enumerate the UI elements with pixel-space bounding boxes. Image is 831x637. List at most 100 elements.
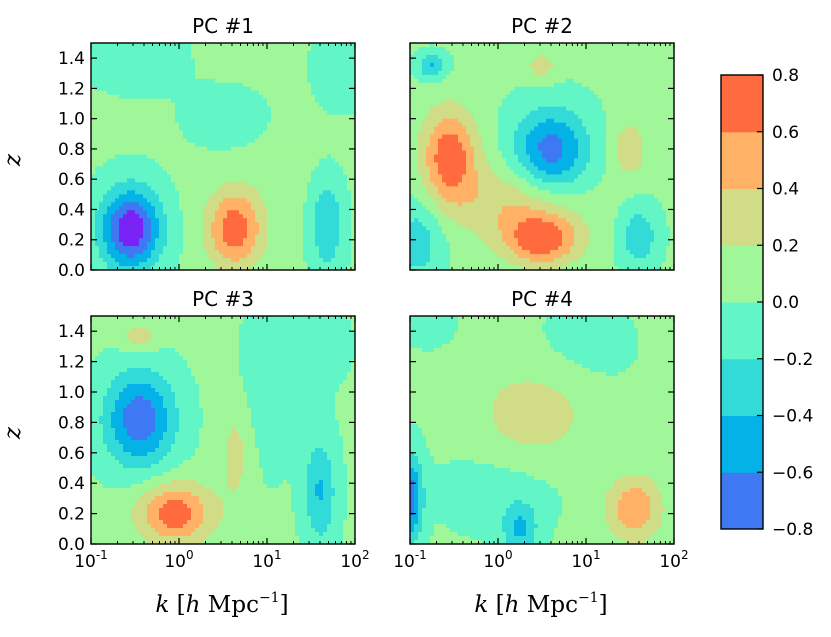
contour-cell — [167, 62, 172, 68]
contour-cell — [299, 43, 304, 48]
contour-cell — [115, 110, 120, 116]
contour-cell — [267, 54, 272, 60]
contour-cell — [303, 146, 308, 152]
contour-cell — [207, 178, 212, 184]
contour-cell — [203, 102, 208, 108]
contour-cell — [187, 114, 192, 120]
contour-cell — [287, 74, 292, 80]
contour-cell — [143, 218, 148, 223]
contour-cell — [203, 234, 208, 239]
contour-cell — [315, 62, 320, 68]
contour-cell — [167, 158, 172, 164]
contour-cell — [263, 122, 268, 128]
contour-cell — [287, 130, 292, 136]
contour-cell — [538, 66, 543, 72]
contour-cell — [506, 54, 511, 60]
contour-cell — [642, 74, 647, 80]
contour-cell — [151, 262, 156, 267]
contour-cell — [151, 90, 156, 96]
contour-cell — [195, 50, 200, 56]
contour-cell — [315, 86, 320, 92]
contour-cell — [315, 102, 320, 108]
contour-cell — [259, 82, 264, 88]
contour-cell — [287, 230, 292, 235]
contour-cell — [562, 86, 567, 92]
contour-cell — [255, 146, 260, 152]
contour-cell — [195, 154, 200, 160]
contour-cell — [526, 90, 531, 96]
contour-cell — [307, 154, 312, 160]
contour-cell — [139, 162, 144, 168]
contour-cell — [259, 134, 264, 140]
contour-cell — [159, 122, 164, 128]
contour-cell — [103, 78, 108, 84]
contour-cell — [211, 194, 216, 200]
contour-cell — [634, 74, 639, 80]
contour-cell — [450, 62, 455, 68]
contour-cell — [327, 102, 332, 108]
contour-cell — [95, 102, 100, 108]
contour-cell — [327, 122, 332, 128]
contour-cell — [598, 82, 603, 88]
contour-cell — [191, 214, 196, 219]
contour-cell — [307, 74, 312, 80]
contour-cell — [151, 98, 156, 104]
contour-cell — [331, 90, 336, 96]
contour-cell — [315, 122, 320, 128]
contour-cell — [251, 250, 256, 255]
contour-cell — [662, 94, 667, 100]
contour-cell — [139, 114, 144, 120]
contour-cell — [107, 106, 112, 112]
contour-cell — [347, 194, 352, 200]
contour-cell — [347, 238, 352, 243]
contour-cell — [195, 122, 200, 128]
contour-cell — [542, 66, 547, 72]
contour-cell — [442, 58, 447, 64]
contour-cell — [618, 62, 623, 68]
contour-cell — [347, 190, 352, 196]
contour-cell — [566, 70, 571, 76]
contour-cell — [199, 190, 204, 196]
contour-cell — [426, 82, 431, 88]
contour-cell — [251, 222, 256, 227]
contour-cell — [247, 246, 252, 251]
contour-cell — [574, 90, 579, 96]
contour-cell — [183, 46, 188, 52]
contour-cell — [215, 110, 220, 116]
contour-cell — [123, 262, 128, 267]
contour-cell — [335, 122, 340, 128]
contour-cell — [498, 90, 503, 96]
contour-cell — [211, 142, 216, 148]
contour-cell — [426, 110, 431, 116]
contour-cell — [534, 66, 539, 72]
contour-cell — [155, 250, 160, 255]
contour-cell — [223, 210, 228, 215]
contour-cell — [179, 146, 184, 152]
contour-cell — [275, 178, 280, 184]
contour-cell — [155, 214, 160, 219]
contour-cell — [287, 170, 292, 176]
contour-cell — [602, 66, 607, 72]
contour-cell — [606, 66, 611, 72]
contour-cell — [291, 74, 296, 80]
contour-cell — [195, 166, 200, 172]
contour-cell — [175, 242, 180, 247]
contour-cell — [99, 254, 104, 259]
contour-cell — [223, 162, 228, 168]
contour-cell — [127, 242, 132, 247]
contour-cell — [458, 62, 463, 68]
contour-cell — [287, 222, 292, 227]
contour-cell — [267, 254, 272, 259]
contour-cell — [155, 130, 160, 136]
contour-cell — [195, 102, 200, 108]
contour-cell — [239, 50, 244, 56]
contour-cell — [171, 250, 176, 255]
contour-cell — [642, 86, 647, 92]
contour-cell — [275, 234, 280, 239]
contour-cell — [335, 78, 340, 84]
contour-cell — [235, 230, 240, 235]
contour-cell — [171, 122, 176, 128]
contour-cell — [115, 166, 120, 172]
contour-cell — [287, 190, 292, 196]
